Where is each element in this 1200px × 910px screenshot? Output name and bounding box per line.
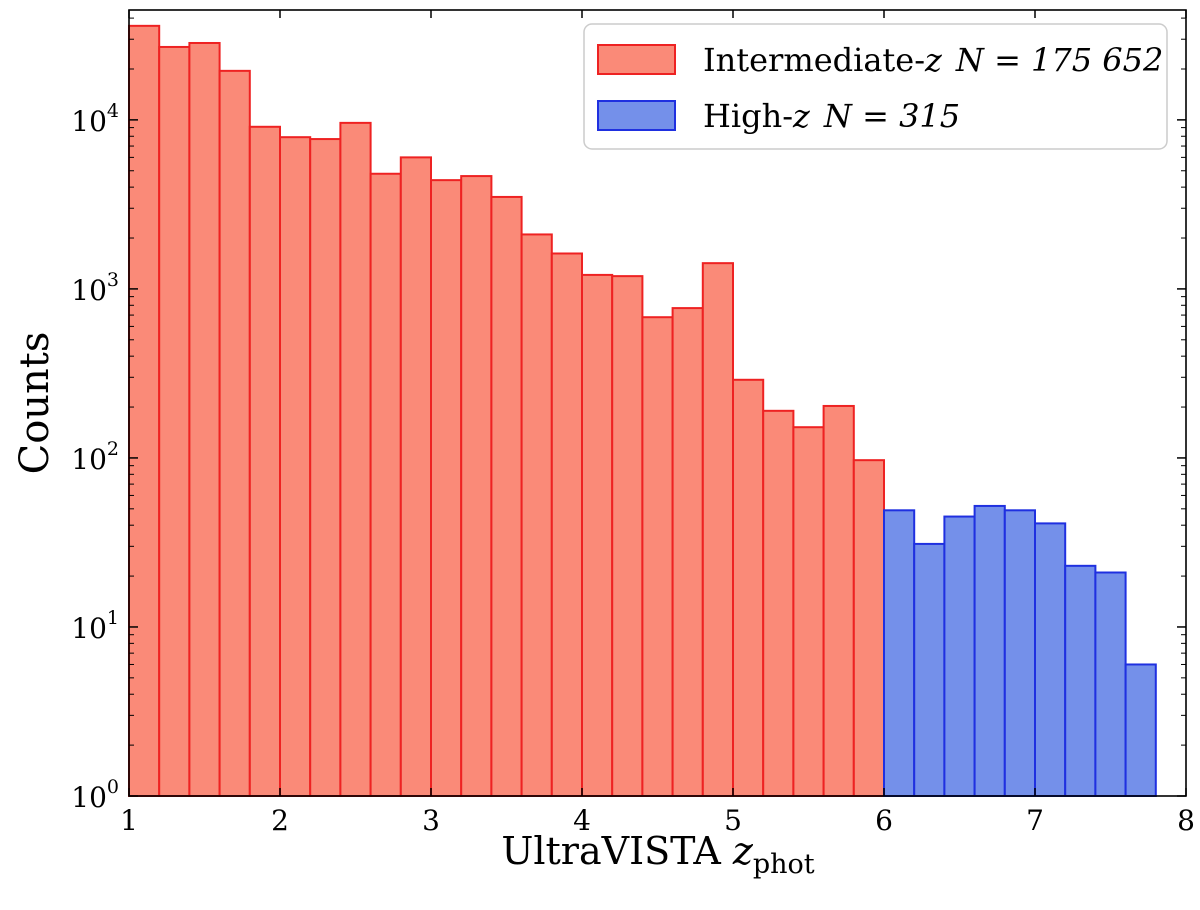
x-axis-label-text: UltraVISTA [501,829,721,873]
y-tick-label-1: 101 [71,607,119,645]
bar-high-z-0 [883,509,916,797]
y-axis-label: Counts [12,332,58,475]
bars-high-z [883,504,1157,797]
bar-intermediate-z-23 [822,404,855,797]
legend-frame [583,23,1168,150]
x-tick-label-3: 4 [573,804,591,837]
y-tick-label-3: 103 [71,269,119,307]
bar-intermediate-z-18 [671,307,704,797]
bar-intermediate-z-22 [792,426,825,797]
bar-intermediate-z-6 [309,138,342,797]
legend-swatch-high [597,100,676,131]
bar-high-z-4 [1003,509,1036,797]
bar-high-z-8 [1124,663,1157,797]
bar-intermediate-z-11 [460,175,493,797]
x-tick-label-4: 5 [724,804,742,837]
bar-high-z-2 [943,515,976,797]
y-tick-label-0: 100 [71,776,119,814]
y-tick-label-4: 104 [71,100,119,138]
x-tick-label-6: 7 [1026,804,1044,837]
x-tick-label-7: 8 [1177,804,1195,837]
bar-intermediate-z-9 [399,156,432,797]
legend-swatch-intermediate [597,44,676,75]
bar-high-z-7 [1094,571,1127,797]
bar-intermediate-z-5 [279,136,312,797]
legend-label-intermediate: Intermediate-z N = 175 652 [703,41,1163,79]
bar-intermediate-z-17 [641,316,674,797]
bar-intermediate-z-8 [369,172,402,797]
bar-intermediate-z-14 [550,252,583,798]
bar-intermediate-z-15 [581,273,614,798]
y-tick-label-2: 102 [71,438,119,476]
bar-intermediate-z-1 [158,45,191,797]
bar-intermediate-z-13 [520,233,553,797]
bar-intermediate-z-20 [732,378,765,797]
bar-intermediate-z-2 [188,41,221,798]
bar-intermediate-z-0 [128,24,161,797]
bar-intermediate-z-4 [248,125,282,798]
x-tick-label-0: 1 [120,804,138,837]
bar-high-z-5 [1034,522,1067,797]
bars-intermediate-z [128,24,885,798]
plot-frame [128,9,1187,797]
x-tick-label-5: 6 [875,804,893,837]
bar-high-z-1 [913,542,946,797]
legend: Intermediate-z N = 175 652 High-z N = 315 [583,23,1168,150]
x-axis-label-sub: phot [753,849,815,880]
bar-intermediate-z-19 [701,262,734,798]
legend-label-high: High-z N = 315 [703,97,960,135]
x-axis-label: UltraVISTA zphot [501,829,814,880]
x-tick-label-2: 3 [422,804,440,837]
bar-intermediate-z-12 [490,195,523,797]
bar-high-z-6 [1064,564,1097,797]
bar-intermediate-z-10 [430,179,463,797]
x-tick-label-1: 2 [271,804,289,837]
bar-intermediate-z-3 [218,69,251,798]
bar-intermediate-z-21 [762,409,795,797]
x-axis-label-var: z [732,829,754,873]
bar-intermediate-z-24 [852,459,885,797]
bar-intermediate-z-16 [611,275,644,797]
bar-intermediate-z-7 [339,121,372,798]
bar-high-z-3 [973,504,1006,797]
